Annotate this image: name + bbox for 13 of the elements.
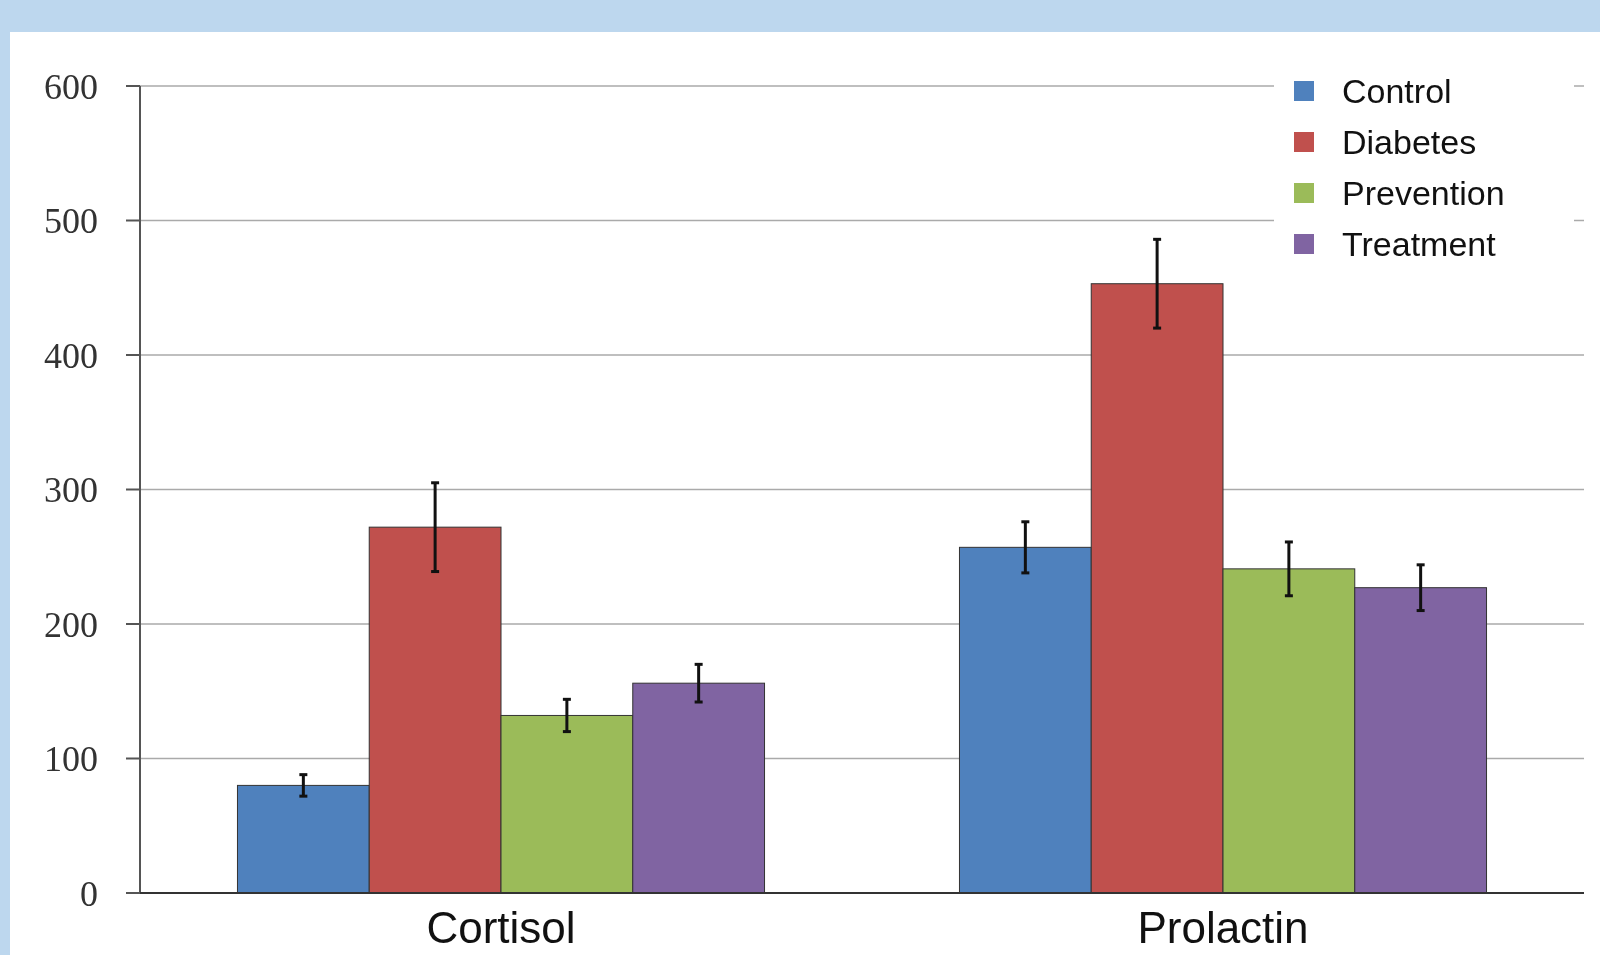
y-tick-label: 500 <box>44 201 98 242</box>
x-tick-label: Cortisol <box>426 903 576 952</box>
legend-label: Prevention <box>1342 173 1505 212</box>
x-tick-label: Prolactin <box>1137 903 1309 952</box>
y-tick-label: 300 <box>44 470 98 511</box>
legend-label: Diabetes <box>1342 122 1477 161</box>
y-tick-label: 600 <box>44 66 98 107</box>
y-tick-label: 100 <box>44 739 98 780</box>
y-tick-label: 200 <box>44 604 98 645</box>
y-tick-label: 400 <box>44 335 98 376</box>
legend-label: Treatment <box>1342 224 1497 263</box>
legend-label: Control <box>1342 71 1452 110</box>
y-tick-label: 0 <box>80 873 98 914</box>
